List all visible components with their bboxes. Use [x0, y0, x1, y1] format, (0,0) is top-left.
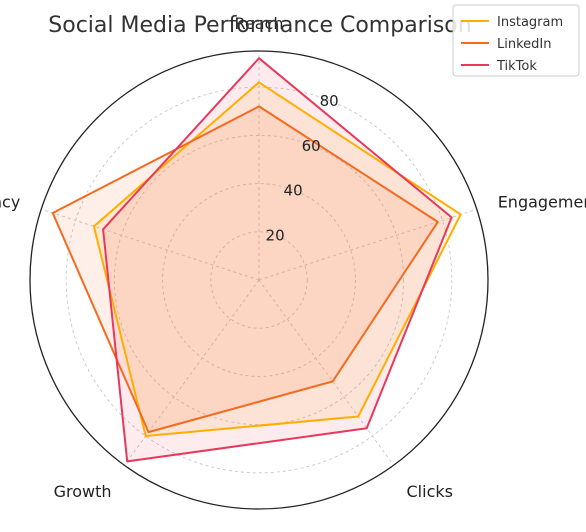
tick-label-40: 40: [284, 182, 303, 200]
legend-label-tiktok: TikTok: [496, 59, 537, 74]
tick-labels: 20 40 60 80: [266, 92, 339, 244]
legend: Instagram LinkedIn TikTok: [452, 4, 580, 77]
axis-label-consistency: Consistency: [0, 192, 20, 211]
tick-label-60: 60: [302, 137, 321, 155]
spoke-growth: [124, 279, 260, 466]
series-line-linkedin: [51, 105, 439, 434]
series-line-instagram: [92, 81, 462, 437]
axis-labels: Reach Engagement Clicks Growth Consistency: [0, 14, 586, 501]
series-fill-instagram: [93, 82, 461, 437]
spoke-engagement: [258, 208, 477, 281]
series-fill-linkedin: [52, 106, 438, 433]
grid-ring-20: [210, 231, 308, 329]
legend-label-linkedin: LinkedIn: [497, 37, 551, 52]
spoke-consistency: [41, 208, 260, 281]
tick-label-80: 80: [320, 92, 339, 110]
tick-label-20: 20: [266, 226, 285, 244]
grid-ring-40: [162, 183, 356, 377]
spoke-clicks: [258, 279, 394, 466]
series-layer: [51, 57, 462, 463]
grid: [41, 51, 477, 474]
axis-label-clicks: Clicks: [407, 482, 453, 501]
grid-ring-60: [113, 134, 405, 426]
axis-label-engagement: Engagement: [498, 192, 586, 211]
axis-label-growth: Growth: [54, 482, 112, 501]
chart-title: Social Media Performance Comparison: [48, 13, 471, 38]
series-line-tiktok: [102, 57, 453, 463]
legend-label-instagram: Instagram: [497, 15, 563, 30]
legend-frame: [452, 4, 580, 77]
outer-ring: [29, 50, 489, 510]
series-fill-tiktok: [103, 58, 452, 462]
axis-label-reach: Reach: [235, 14, 284, 33]
